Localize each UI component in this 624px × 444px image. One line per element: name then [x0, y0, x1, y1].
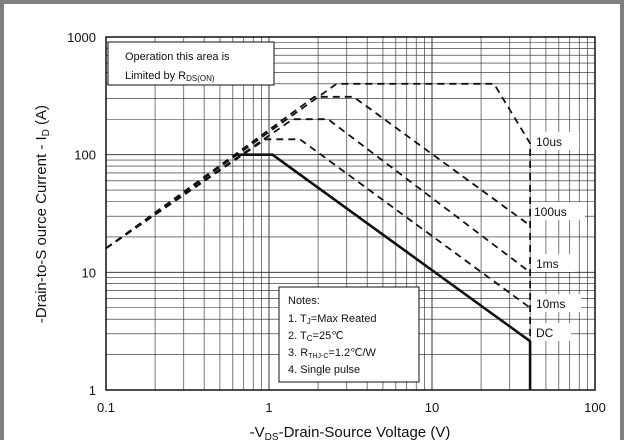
series-10us-line: [105, 82, 531, 390]
y-tick-label: 100: [74, 148, 96, 163]
y-axis-label: -Drain-to-S ource Current - ID (A): [33, 105, 52, 323]
series-10ms-line: [105, 138, 531, 309]
y-tick-label: 10: [82, 265, 96, 280]
rds-note-line2: Limited by RDS(ON): [125, 70, 215, 83]
series-100us-line: [105, 95, 531, 250]
x-tick-label: 100: [584, 400, 606, 415]
x-axis-label: -VDS-Drain-Source Voltage (V): [250, 424, 451, 443]
note-2: 2. TC=25℃: [288, 330, 344, 343]
rds-note: Operation this area is Limited by RDS(ON…: [107, 41, 275, 86]
label-10ms: 10ms: [536, 297, 565, 311]
plot-area: [105, 36, 596, 391]
note-1: 1. TJ=Max Reated: [288, 313, 377, 326]
x-tick-label: 1: [265, 400, 272, 415]
notes-box: Notes: 1. TJ=Max Reated 2. TC=25℃ 3. RTH…: [278, 286, 420, 383]
y-tick-label: 1: [89, 383, 96, 398]
label-10us: 10us: [536, 135, 562, 149]
label-dc: DC: [536, 326, 554, 340]
x-tick-label: 10: [425, 400, 439, 415]
label-1ms: 1ms: [536, 257, 559, 271]
label-100us: 100us: [534, 205, 567, 219]
notes-title: Notes:: [288, 295, 320, 307]
note-3: 3. RTHJ-C=1.2℃/W: [288, 347, 377, 360]
note-4: 4. Single pulse: [288, 364, 360, 376]
series-labels: 10us 100us 1ms 10ms DC: [531, 132, 585, 341]
rds-note-line1: Operation this area is: [125, 51, 230, 63]
y-tick-label: 1000: [67, 30, 96, 45]
series-lines: [105, 82, 532, 390]
x-tick-label: 0.1: [97, 400, 115, 415]
series-dc-line: [235, 153, 532, 390]
